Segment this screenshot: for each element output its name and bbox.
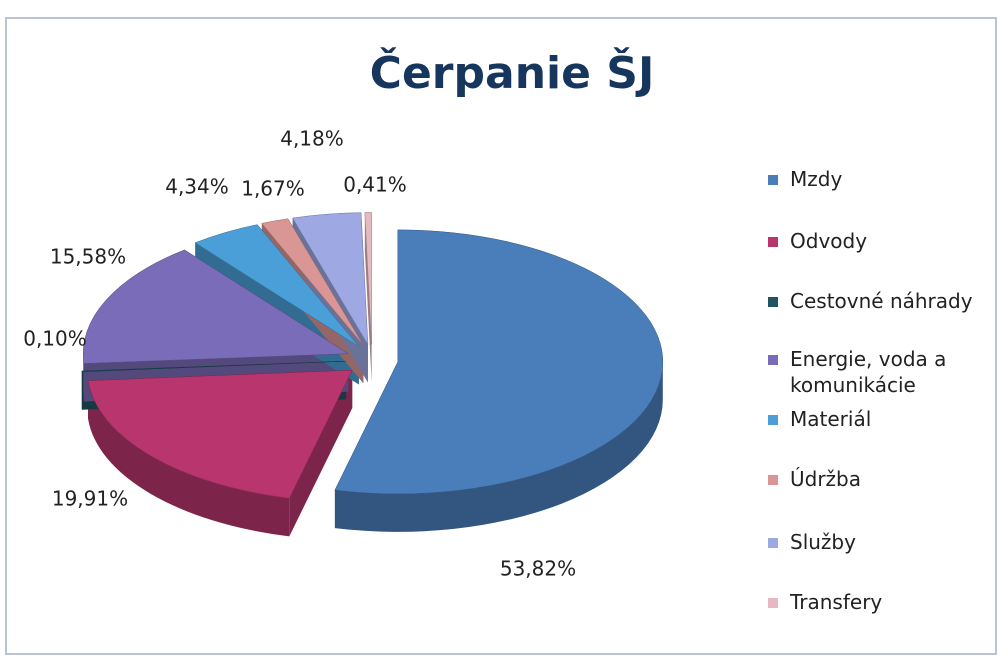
data-label: 0,41% xyxy=(343,173,407,197)
slice-tops xyxy=(81,212,664,499)
slice xyxy=(194,224,360,347)
chart-title: Čerpanie ŠJ xyxy=(370,46,655,99)
legend-swatch xyxy=(768,237,778,247)
data-label: 4,34% xyxy=(165,175,229,199)
legend-label: Cestovné náhrady xyxy=(790,289,973,313)
data-label: 19,91% xyxy=(52,487,128,511)
legend-swatch xyxy=(768,415,778,425)
slice-side xyxy=(88,380,290,537)
slice-wall xyxy=(289,370,353,537)
frame xyxy=(5,17,997,655)
legend-label: Odvody xyxy=(790,229,868,253)
slice xyxy=(87,369,353,499)
legend-item: Energie, voda a komunikácie xyxy=(768,346,1000,398)
slice xyxy=(364,212,372,345)
slice-side xyxy=(334,361,663,532)
legend-label: Mzdy xyxy=(790,167,843,191)
slice xyxy=(261,218,364,346)
legend-label: Údržba xyxy=(790,467,862,491)
legend-swatch xyxy=(768,538,778,548)
slice xyxy=(83,249,350,364)
slice xyxy=(334,229,664,495)
legend-swatch xyxy=(768,297,778,307)
legend-item: Odvody xyxy=(768,228,1000,254)
legend-swatch xyxy=(768,175,778,185)
slice xyxy=(292,212,369,345)
legend-item: Služby xyxy=(768,529,1000,555)
legend-swatch xyxy=(768,475,778,485)
slice-wall xyxy=(364,212,372,383)
legend-item: Mzdy xyxy=(768,166,1000,192)
legend-item: Cestovné náhrady xyxy=(768,288,1000,314)
legend-label: Transfery xyxy=(790,590,883,614)
slice-side xyxy=(83,353,84,402)
data-label: 15,58% xyxy=(50,245,126,269)
legend-swatch xyxy=(768,598,778,608)
data-label: 1,67% xyxy=(241,177,305,201)
legend-label: Služby xyxy=(790,530,856,554)
legend-label: Energie, voda a komunikácie xyxy=(790,347,947,397)
legend-swatch xyxy=(768,355,778,365)
legend-label: Materiál xyxy=(790,407,872,431)
legend-item: Materiál xyxy=(768,406,1000,432)
legend-item: Transfery xyxy=(768,589,1000,615)
data-label: 53,82% xyxy=(500,557,576,581)
data-label: 0,10% xyxy=(23,327,87,351)
slice xyxy=(81,360,347,373)
data-label: 4,18% xyxy=(280,127,344,151)
legend-item: Údržba xyxy=(768,466,1000,492)
